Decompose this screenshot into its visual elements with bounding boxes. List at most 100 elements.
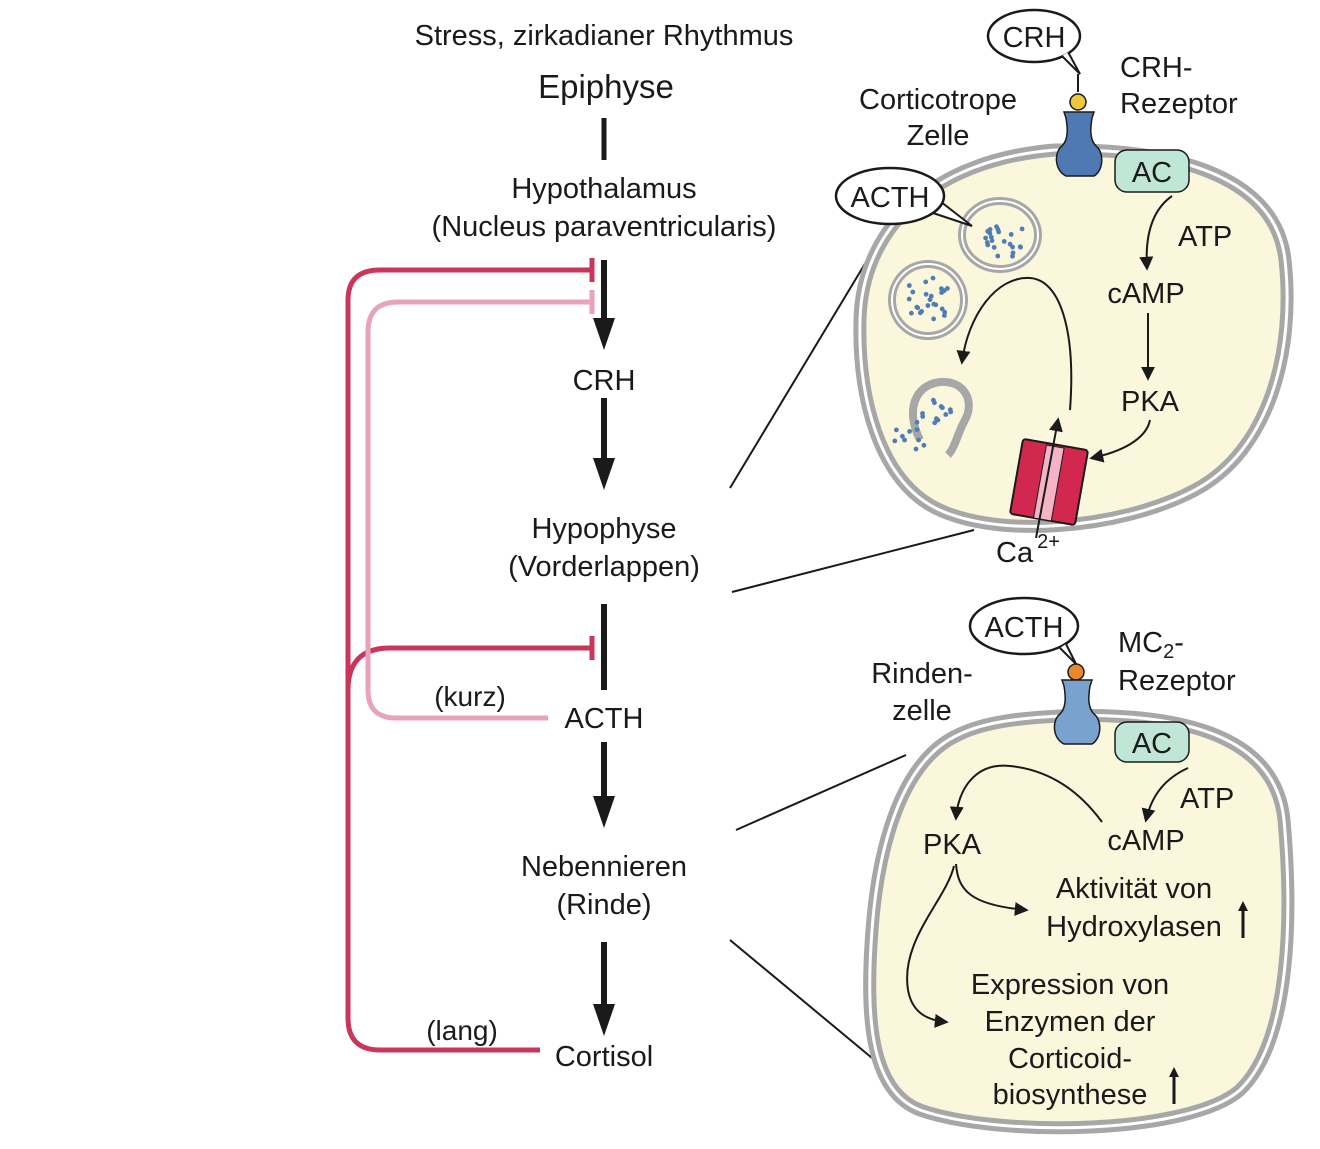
crh-label: CRH — [573, 365, 636, 397]
ac-enzyme-top — [1114, 149, 1190, 193]
arrowhead-hypothalamus-crh — [593, 318, 615, 350]
arrowhead-acth-nebennieren — [593, 796, 615, 828]
acth-callout-bubble — [834, 166, 946, 226]
effect-expression-line1: Expression von — [971, 969, 1169, 1001]
atp-label-top: ATP — [1178, 221, 1232, 253]
arrowhead-nebennieren-cortisol — [593, 1004, 615, 1036]
granule-dot — [910, 289, 916, 295]
granule-dot — [943, 412, 949, 417]
crh-ligand-dot — [1069, 93, 1087, 111]
hypophyse-label: Hypophyse — [531, 513, 676, 545]
granule-dot — [894, 427, 899, 433]
calcium-label: Ca 2+ — [996, 531, 1060, 569]
granule-dot — [941, 288, 947, 294]
atp-camp-arrow-bottom — [1141, 767, 1189, 823]
granule-dot — [916, 437, 922, 443]
granule-dot — [931, 301, 937, 307]
granule-dot — [934, 416, 939, 421]
hypothalamus-sublabel: (Nucleus paraventricularis) — [432, 211, 777, 243]
acth-label: ACTH — [565, 703, 644, 735]
mc2-receptor — [1053, 679, 1101, 745]
ac-enzyme-bottom — [1114, 721, 1190, 763]
granule-dots — [892, 224, 1025, 452]
crh-receptor-label-2: Rezeptor — [1120, 88, 1238, 120]
corticotrope-cell-name: Corticotrope — [859, 84, 1017, 116]
zoom-line-bottom-2 — [729, 939, 873, 1059]
granule-dot — [989, 238, 995, 244]
crh-receptor-label: CRH- — [1120, 52, 1193, 84]
granule-dot — [907, 429, 912, 434]
acth-ligand-dot — [1067, 663, 1085, 681]
calcium-channel — [1009, 438, 1089, 526]
granule-dot — [917, 310, 923, 316]
long-feedback-label: (lang) — [426, 1015, 498, 1046]
acth-ligand-label: ACTH — [985, 612, 1064, 644]
granule-dot — [995, 253, 1001, 259]
granule-dot — [931, 397, 936, 403]
rinden-cell-name-2: zelle — [892, 695, 952, 727]
granule-dot — [925, 303, 931, 308]
long-feedback-loop — [345, 267, 592, 1053]
exocytosis-granule — [908, 377, 973, 458]
granule-dot — [906, 283, 912, 288]
epiphyse-label: Epiphyse — [538, 68, 674, 105]
nebennieren-sublabel: (Rinde) — [556, 889, 651, 921]
granule-dot — [1008, 232, 1014, 237]
granule-dot — [987, 230, 993, 236]
ac-label-top: AC — [1132, 157, 1172, 189]
pka-channel-arrow — [1089, 419, 1151, 463]
granule-dot — [909, 310, 914, 316]
rinden-cell-name: Rinden- — [871, 658, 973, 690]
effect-expression-line4: biosynthese — [993, 1079, 1148, 1111]
granule-dot — [892, 438, 898, 444]
calcium-exocytosis-arrow — [956, 276, 1073, 411]
camp-pka-arrow-bottom — [949, 764, 1103, 823]
granule-dot — [928, 293, 934, 299]
granule-dot — [930, 275, 936, 281]
pka-hydroxylase-arrow — [955, 863, 1029, 916]
mc2-receptor-label: MC2- — [1118, 627, 1184, 663]
short-feedback-label: (kurz) — [434, 681, 506, 712]
effect-expression-line3: Corticoid- — [1008, 1043, 1132, 1075]
mc2-receptor-label-2: Rezeptor — [1118, 665, 1236, 697]
granule-dot — [923, 291, 929, 297]
granule-dot — [991, 245, 997, 250]
granule-dot — [940, 405, 945, 411]
granule-dot — [914, 427, 920, 432]
granule-dot — [921, 442, 927, 448]
short-feedback-loop — [365, 299, 592, 721]
hypothalamus-label: Hypothalamus — [511, 173, 696, 205]
granule-dot — [923, 279, 929, 285]
arrowhead-crh-hypophyse — [593, 458, 615, 490]
granule-dot — [902, 437, 907, 443]
granule-dot — [931, 316, 936, 322]
granule-dot — [915, 305, 921, 311]
acth-callout-label: ACTH — [851, 182, 930, 214]
stress-label: Stress, zirkadianer Rhythmus — [415, 20, 794, 52]
effect-expression-line2: Enzymen der — [985, 1006, 1156, 1038]
long-feedback-branch — [345, 645, 592, 691]
atp-label-bottom: ATP — [1180, 783, 1234, 815]
camp-label-bottom: cAMP — [1107, 825, 1184, 857]
granule-dot — [900, 433, 905, 439]
crh-ligand-bubble — [986, 8, 1082, 64]
pka-label-top: PKA — [1121, 386, 1180, 418]
pka-expression-arrow — [906, 865, 955, 1028]
granule-dot — [1010, 244, 1015, 250]
zoom-line-top-1 — [729, 261, 867, 489]
granule-dot — [906, 296, 912, 302]
ac-label-bottom: AC — [1132, 728, 1172, 760]
camp-label-top: cAMP — [1107, 278, 1184, 310]
rinden-cell — [863, 709, 1295, 1135]
hypophyse-sublabel: (Vorderlappen) — [508, 551, 700, 583]
nebennieren-label: Nebennieren — [521, 851, 687, 883]
granule-dot — [1010, 250, 1016, 256]
pka-label-bottom: PKA — [923, 829, 982, 861]
granule-dot — [994, 224, 999, 230]
calcium-influx-arrow — [1035, 417, 1063, 539]
granule-dot — [1001, 239, 1007, 244]
cortisol-label: Cortisol — [555, 1041, 653, 1073]
granule-dot — [947, 407, 953, 413]
crh-receptor — [1055, 111, 1103, 177]
